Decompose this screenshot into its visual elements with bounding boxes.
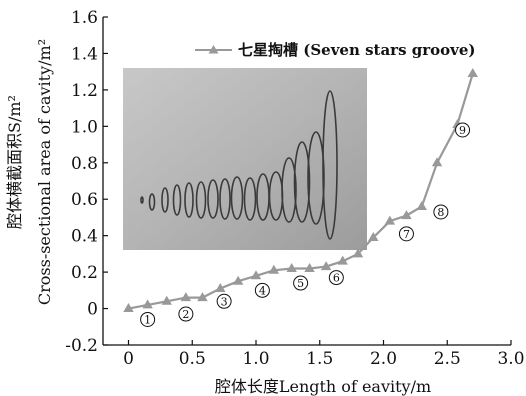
data-point-marker [123,303,134,313]
legend-marker [208,45,219,54]
cavity-scan-inset-image [123,68,367,250]
scan-ring [195,181,207,219]
scan-ring [207,179,219,219]
plot-axes: 0 0.5 1.0 1.5 2.0 2.5 3.0 -0.2 0 0.2 0.4 0.6 0.8 1.0… [65,8,524,369]
scan-ring [140,196,144,204]
y-axis-label-english: Cross-sectional area of cavity/m² [35,39,54,305]
x-tick-label: 0 [123,349,134,369]
y-tick-label: 0 [87,300,98,320]
x-tick-label: 1.0 [242,349,269,369]
annotation-circle [433,204,449,220]
annotation-circle [293,275,309,291]
annotation-circle [398,226,414,242]
scan-ring [172,184,182,216]
data-point-marker [384,215,396,225]
annotation-circle [455,122,471,138]
x-tick-label: 3.0 [497,349,524,369]
data-point-marker [431,157,443,167]
x-tick-label: 0.5 [179,349,206,369]
legend-label: 七星掏槽 (Seven stars groove) [238,41,476,59]
annotation-label: 3 [221,295,228,308]
x-tick-label: 2.5 [434,349,461,369]
scan-ring [219,178,231,220]
data-point-marker [215,283,226,293]
chart-legend: 七星掏槽 (Seven stars groove) [195,41,476,59]
data-point-marker [161,295,172,305]
annotation-circle [216,293,232,309]
data-point-marker [304,262,315,272]
data-point-marker [286,262,297,272]
annotation-label: 7 [403,228,410,241]
data-point-marker [268,264,280,274]
annotation-label: 9 [459,124,466,137]
y-tick-label: 0.6 [71,190,98,210]
y-tick-label: 1.4 [71,44,98,64]
scan-ring [322,90,338,240]
scan-ring [148,193,156,211]
annotation-label: 5 [297,277,304,290]
data-point-marker [250,270,262,280]
annotation-circle [178,306,194,322]
annotation-label: 1 [144,313,151,326]
annotation-circle [328,270,344,286]
data-point-marker [232,275,244,285]
annotation-circle [254,282,270,298]
y-tick-label: 1.2 [71,81,98,101]
annotation-label: 8 [437,206,444,219]
x-tick-label: 1.5 [306,349,333,369]
data-point-marker [401,210,412,220]
x-axis-label: 腔体长度Length of eavity/m [215,377,431,396]
data-point-marker [180,292,192,302]
y-axis-label-chinese: 腔体横截面积S/m² [5,95,24,229]
annotation-circle [140,311,156,327]
x-tick-label: 2.0 [370,349,397,369]
annotation-label: 2 [182,308,189,321]
scan-ring [230,176,244,220]
y-tick-label: 0.8 [71,154,98,174]
data-point-marker [368,231,379,241]
data-point-marker [467,67,478,77]
y-tick-label: 0.4 [71,227,98,247]
scan-ring [307,131,325,225]
annotation-label: 6 [333,272,340,285]
y-tick-label: 1.0 [71,117,98,137]
scan-ring [161,187,169,213]
scan-ring [281,157,297,223]
data-point-marker [320,261,332,271]
data-point-marker [197,292,208,302]
scan-ring [184,182,194,218]
y-tick-label: -0.2 [65,336,98,356]
scan-ring [293,141,311,223]
y-tick-label: 0.2 [71,263,98,283]
annotation-label: 4 [259,284,266,297]
data-point-marker [142,299,153,309]
data-point-marker [352,248,364,258]
y-tick-label: 1.6 [71,8,98,28]
data-point-marker [416,201,427,211]
scan-ring [243,177,257,221]
data-point-marker [337,255,348,265]
